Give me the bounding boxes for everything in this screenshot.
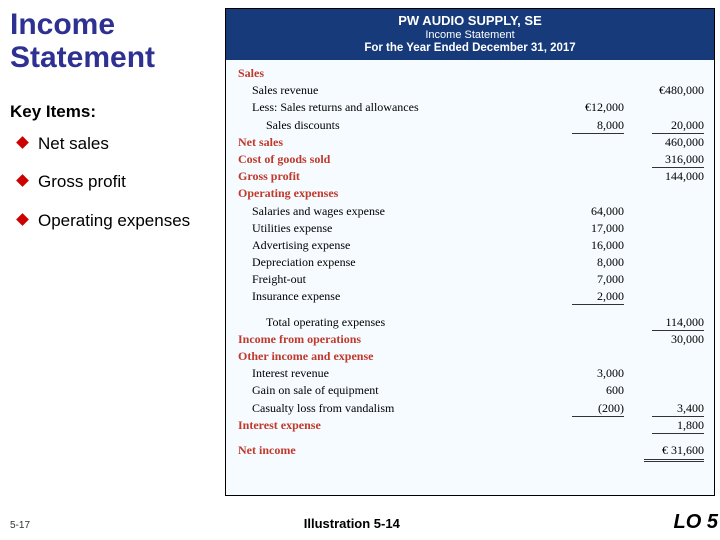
row-label: Freight-out	[238, 272, 554, 287]
row-label: Utilities expense	[238, 221, 554, 236]
statement-row: Total operating expenses 114,000	[238, 315, 704, 332]
statement-row: Sales revenue €480,000	[238, 83, 704, 100]
row-col1: 7,000	[554, 272, 624, 287]
statement-row: Freight-out7,000	[238, 272, 704, 289]
row-label: Net income	[238, 443, 554, 458]
row-col1: 600	[554, 383, 624, 398]
row-label: Less: Sales returns and allowances	[238, 100, 554, 115]
row-col2: 1,800	[634, 418, 704, 434]
statement-row: Gross profit 144,000	[238, 169, 704, 186]
diamond-icon	[16, 175, 29, 188]
row-label: Interest revenue	[238, 366, 554, 381]
company-name: PW AUDIO SUPPLY, SE	[226, 13, 714, 28]
statement-row: Other income and expense	[238, 349, 704, 366]
statement-row: Casualty loss from vandalism(200) 3,400	[238, 401, 704, 418]
row-label: Income from operations	[238, 332, 554, 347]
row-label: Casualty loss from vandalism	[238, 401, 554, 416]
row-col1: 16,000	[554, 238, 624, 253]
statement-row: Utilities expense17,000	[238, 221, 704, 238]
row-col1: 2,000	[554, 289, 624, 305]
row-col2: 316,000	[634, 152, 704, 168]
statement-row: Interest expense 1,800	[238, 418, 704, 435]
row-label: Other income and expense	[238, 349, 554, 364]
bullet-text: Net sales	[38, 134, 109, 153]
statement-row: Sales	[238, 66, 704, 83]
row-label: Gain on sale of equipment	[238, 383, 554, 398]
row-label: Depreciation expense	[238, 255, 554, 270]
statement-row: Advertising expense16,000	[238, 238, 704, 255]
row-label: Interest expense	[238, 418, 554, 433]
row-col2: 3,400	[634, 401, 704, 417]
left-panel: Income Statement Key Items: Net sales Gro…	[10, 8, 225, 249]
statement-row: Cost of goods sold 316,000	[238, 152, 704, 169]
row-label: Sales discounts	[238, 118, 554, 133]
statement-row: Less: Sales returns and allowances€12,00…	[238, 100, 704, 117]
row-label: Cost of goods sold	[238, 152, 554, 167]
statement-lines: Sales Sales revenue €480,000 Less: Sales re…	[226, 60, 714, 460]
statement-row: Gain on sale of equipment600	[238, 383, 704, 400]
income-statement-card: PW AUDIO SUPPLY, SE Income Statement For…	[225, 8, 715, 496]
row-label: Advertising expense	[238, 238, 554, 253]
row-label: Net sales	[238, 135, 554, 150]
row-col1: 8,000	[554, 255, 624, 270]
statement-row: Salaries and wages expense64,000	[238, 204, 704, 221]
row-col1: 17,000	[554, 221, 624, 236]
diamond-icon	[16, 213, 29, 226]
footer: 5-17 Illustration 5-14 LO 5	[10, 511, 718, 534]
bullet-item: Net sales	[18, 134, 225, 154]
row-col1: 64,000	[554, 204, 624, 219]
bullet-list: Net sales Gross profit Operating expenses	[10, 134, 225, 231]
row-col2: 20,000	[634, 118, 704, 134]
row-col2: € 31,600	[634, 443, 704, 462]
row-label: Sales	[238, 66, 554, 81]
row-col2: 30,000	[634, 332, 704, 347]
row-label: Gross profit	[238, 169, 554, 184]
row-label: Total operating expenses	[238, 315, 554, 330]
bullet-item: Gross profit	[18, 172, 225, 192]
statement-row: Interest revenue3,000	[238, 366, 704, 383]
bullet-text: Gross profit	[38, 172, 126, 191]
row-col1: 8,000	[554, 118, 624, 134]
bullet-item: Operating expenses	[18, 211, 225, 231]
diamond-icon	[16, 136, 29, 149]
title-line1: Income	[10, 8, 115, 41]
row-col2: 144,000	[634, 169, 704, 184]
statement-row: Income from operations 30,000	[238, 332, 704, 349]
row-label: Insurance expense	[238, 289, 554, 304]
illustration-label: Illustration 5-14	[304, 516, 400, 531]
row-col2: 114,000	[634, 315, 704, 331]
statement-row: Insurance expense2,000	[238, 289, 704, 306]
row-label: Sales revenue	[238, 83, 554, 98]
report-name: Income Statement	[226, 29, 714, 41]
statement-row	[238, 307, 704, 315]
bullet-text: Operating expenses	[38, 211, 190, 230]
statement-row: Net income € 31,600	[238, 443, 704, 460]
row-label: Operating expenses	[238, 186, 554, 201]
row-col2: €480,000	[634, 83, 704, 98]
row-col1: €12,000	[554, 100, 624, 115]
statement-row	[238, 435, 704, 443]
title-line2: Statement	[10, 41, 155, 74]
learning-objective: LO 5	[674, 511, 718, 534]
row-col1: 3,000	[554, 366, 624, 381]
statement-row: Operating expenses	[238, 186, 704, 203]
statement-row: Sales discounts8,000 20,000	[238, 118, 704, 135]
statement-row: Net sales 460,000	[238, 135, 704, 152]
slide-number: 5-17	[10, 520, 30, 531]
row-label: Salaries and wages expense	[238, 204, 554, 219]
slide-title: Income Statement	[10, 8, 225, 74]
statement-row: Depreciation expense8,000	[238, 255, 704, 272]
row-col1: (200)	[554, 401, 624, 417]
key-items-heading: Key Items:	[10, 102, 225, 122]
row-col2: 460,000	[634, 135, 704, 150]
period: For the Year Ended December 31, 2017	[226, 42, 714, 54]
statement-header: PW AUDIO SUPPLY, SE Income Statement For…	[226, 9, 714, 60]
